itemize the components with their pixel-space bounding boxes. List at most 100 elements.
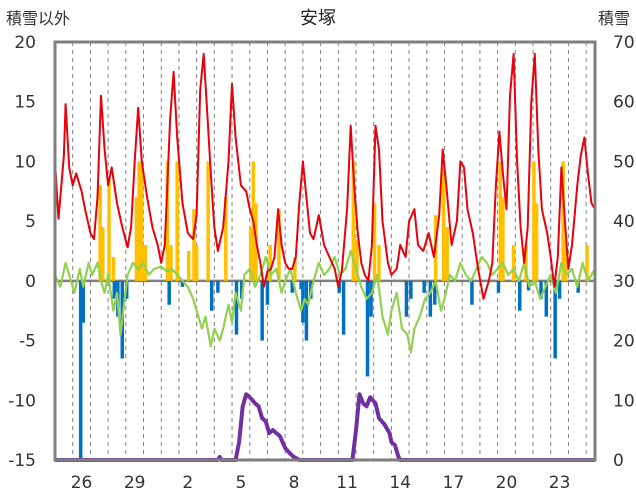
precip-bar <box>293 256 297 281</box>
left-tick-label: 20 <box>14 33 36 53</box>
plot-frame <box>53 40 597 462</box>
precip-bar <box>143 245 148 281</box>
x-tick-label: 5 <box>235 473 246 493</box>
blue-bar <box>544 280 549 317</box>
green-line <box>53 249 596 354</box>
precip-bar <box>101 227 105 281</box>
line-series <box>53 52 596 462</box>
blue-bar <box>539 280 543 299</box>
right-tick-label: 70 <box>613 33 635 53</box>
precip-bar <box>175 161 179 281</box>
left-tick-label: -10 <box>8 391 36 411</box>
blue-bar <box>470 280 474 305</box>
chart-title: 安塚 <box>300 8 336 29</box>
precip-bar <box>186 251 191 281</box>
precip-bar <box>501 197 505 281</box>
right-tick-label: 0 <box>613 451 624 471</box>
blue-bar <box>265 280 270 305</box>
precip-bar <box>355 239 359 281</box>
blue-bar <box>404 280 409 317</box>
precip-bar <box>564 239 568 281</box>
precip-bar <box>111 256 116 281</box>
precip-bar <box>351 161 356 281</box>
blue-bar <box>553 280 557 359</box>
blue-bar <box>81 280 86 323</box>
x-tick-label: 23 <box>549 473 571 493</box>
precip-bar <box>192 209 196 281</box>
precip-bar <box>137 161 141 281</box>
blue-bar <box>496 280 501 293</box>
left-tick-label: 15 <box>14 93 36 113</box>
precip-bar <box>98 185 102 281</box>
blue-bar <box>557 280 562 299</box>
right-tick-label: 60 <box>613 93 635 113</box>
x-tick-label: 14 <box>389 473 411 493</box>
precip-bar <box>165 161 170 281</box>
precip-bar <box>134 197 139 281</box>
precip-bar <box>140 161 144 281</box>
precip-bar <box>277 209 281 281</box>
x-tick-label: 17 <box>443 473 465 493</box>
right-tick-label: 30 <box>613 272 635 292</box>
blue-bar <box>167 280 171 305</box>
blue-bar <box>240 280 244 299</box>
precip-bar <box>524 245 528 281</box>
precip-bar <box>498 161 503 281</box>
precip-bar <box>224 197 228 281</box>
x-tick-label: 26 <box>71 473 93 493</box>
right-tick-label: 40 <box>613 212 635 232</box>
precip-bar <box>268 245 272 281</box>
blue-bar <box>433 280 437 305</box>
x-tick-label: 20 <box>496 473 518 493</box>
x-tick-label: 11 <box>336 473 358 493</box>
left-axis-ticks: 20 15 10 5 0 -5 -10 -15 <box>8 33 36 471</box>
left-tick-label: 5 <box>25 212 36 232</box>
precip-bar <box>372 203 377 281</box>
blue-bar <box>234 280 239 335</box>
precip-bar <box>511 245 516 281</box>
precip-bar <box>248 227 253 281</box>
x-tick-label: 29 <box>124 473 146 493</box>
right-tick-label: 50 <box>613 152 635 172</box>
precip-bar <box>169 245 173 281</box>
x-tick-label: 2 <box>182 473 193 493</box>
right-axis-ticks: 70 60 50 40 30 20 10 0 <box>613 33 635 471</box>
blue-bar <box>209 280 214 311</box>
x-tick-label: 8 <box>289 473 300 493</box>
precip-bar <box>445 227 449 281</box>
precip-bar <box>585 245 589 281</box>
precip-bar <box>377 245 381 281</box>
blue-bar <box>365 280 370 377</box>
precip-bar <box>534 203 539 281</box>
right-axis-title: 積雪 <box>598 9 630 28</box>
precip-bar <box>206 161 210 281</box>
blue-bar <box>518 280 522 311</box>
blue-bar <box>422 280 426 293</box>
precip-bar <box>194 245 199 281</box>
precip-bar <box>441 161 446 281</box>
frame-rect <box>53 40 597 462</box>
blue-bar <box>409 280 413 299</box>
blue-bar <box>369 280 373 317</box>
red-line <box>54 52 596 300</box>
blue-bar <box>180 280 185 287</box>
blue-bar <box>304 280 309 341</box>
right-tick-label: 20 <box>613 332 635 352</box>
left-tick-label: -15 <box>8 451 36 471</box>
left-axis-title: 積雪以外 <box>6 9 70 28</box>
blue-bar <box>260 280 264 341</box>
right-tick-label: 10 <box>613 391 635 411</box>
precip-bar <box>532 161 536 281</box>
blue-bar <box>112 280 117 299</box>
left-tick-label: 0 <box>25 272 36 292</box>
snow-depth-line <box>55 392 595 462</box>
x-axis-ticks: 26 29 2 5 8 11 14 17 20 23 <box>71 473 571 493</box>
left-tick-label: 10 <box>14 152 36 172</box>
blue-bar <box>428 280 433 317</box>
bar-series <box>78 161 589 460</box>
precip-bar <box>561 161 565 281</box>
precip-bar <box>107 179 111 281</box>
blue-bar <box>290 280 294 293</box>
left-tick-label: -5 <box>19 332 36 352</box>
